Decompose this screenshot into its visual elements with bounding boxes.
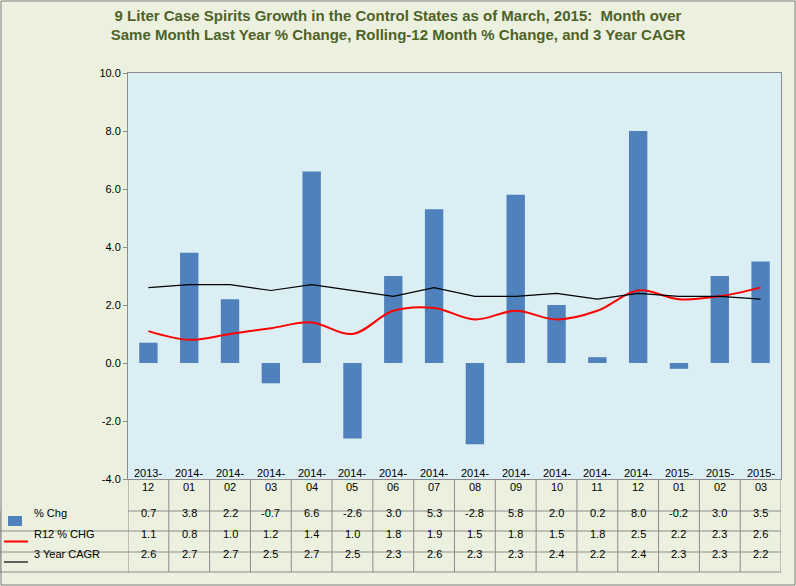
svg-text:% Chg: % Chg [34, 507, 67, 519]
svg-text:2.3: 2.3 [712, 548, 727, 560]
svg-text:2.0: 2.0 [106, 299, 121, 311]
svg-text:2.2: 2.2 [223, 507, 238, 519]
svg-text:2.6: 2.6 [141, 548, 156, 560]
svg-text:1.5: 1.5 [549, 528, 564, 540]
svg-text:R12 % CHG: R12 % CHG [34, 528, 95, 540]
svg-text:3.8: 3.8 [182, 507, 197, 519]
svg-text:0.8: 0.8 [182, 528, 197, 540]
svg-text:1.4: 1.4 [304, 528, 319, 540]
svg-text:2014-05: 2014-05 [338, 467, 366, 493]
svg-text:2.2: 2.2 [590, 548, 605, 560]
svg-text:2015-03: 2015-03 [747, 467, 775, 493]
svg-text:1.0: 1.0 [223, 528, 238, 540]
svg-text:2014-01: 2014-01 [175, 467, 203, 493]
svg-text:2.5: 2.5 [631, 528, 646, 540]
svg-text:3 Year CAGR: 3 Year CAGR [34, 548, 100, 560]
svg-text:4.0: 4.0 [106, 241, 121, 253]
svg-text:2.4: 2.4 [549, 548, 564, 560]
svg-text:2.4: 2.4 [631, 548, 646, 560]
svg-text:1.8: 1.8 [508, 528, 523, 540]
svg-text:-0.2: -0.2 [669, 507, 688, 519]
svg-text:2.3: 2.3 [508, 548, 523, 560]
svg-text:-4.0: -4.0 [102, 473, 121, 485]
svg-text:-2.6: -2.6 [343, 507, 362, 519]
svg-text:2.7: 2.7 [304, 548, 319, 560]
svg-text:2014-09: 2014-09 [502, 467, 530, 493]
svg-text:2014-07: 2014-07 [420, 467, 448, 493]
svg-text:1.0: 1.0 [345, 528, 360, 540]
svg-text:5.3: 5.3 [427, 507, 442, 519]
svg-text:2.5: 2.5 [263, 548, 278, 560]
svg-text:2014-12: 2014-12 [624, 467, 652, 493]
svg-text:-0.7: -0.7 [261, 507, 280, 519]
svg-text:1.8: 1.8 [590, 528, 605, 540]
svg-text:0.0: 0.0 [106, 357, 121, 369]
svg-text:5.8: 5.8 [508, 507, 523, 519]
svg-text:2014-02: 2014-02 [216, 467, 244, 493]
svg-text:3.5: 3.5 [753, 507, 768, 519]
svg-text:0.7: 0.7 [141, 507, 156, 519]
svg-text:1.5: 1.5 [467, 528, 482, 540]
svg-text:1.2: 1.2 [263, 528, 278, 540]
svg-text:1.8: 1.8 [386, 528, 401, 540]
svg-text:2.5: 2.5 [345, 548, 360, 560]
svg-text:2.6: 2.6 [427, 548, 442, 560]
svg-text:1.9: 1.9 [427, 528, 442, 540]
svg-text:-2.8: -2.8 [465, 507, 484, 519]
svg-text:2014-06: 2014-06 [379, 467, 407, 493]
svg-text:-2.0: -2.0 [102, 415, 121, 427]
svg-text:2013-12: 2013-12 [134, 467, 162, 493]
svg-text:1.1: 1.1 [141, 528, 156, 540]
svg-text:2.3: 2.3 [386, 548, 401, 560]
svg-text:3.0: 3.0 [712, 507, 727, 519]
svg-text:3.0: 3.0 [386, 507, 401, 519]
svg-text:2.3: 2.3 [467, 548, 482, 560]
svg-text:6.0: 6.0 [106, 183, 121, 195]
svg-text:6.6: 6.6 [304, 507, 319, 519]
svg-text:2.2: 2.2 [753, 548, 768, 560]
svg-text:8.0: 8.0 [106, 125, 121, 137]
svg-text:9 Liter Case Spirits Growth in: 9 Liter Case Spirits Growth in the Contr… [111, 7, 686, 44]
svg-text:2014-08: 2014-08 [461, 467, 489, 493]
svg-text:2.7: 2.7 [182, 548, 197, 560]
svg-text:2015-01: 2015-01 [665, 467, 693, 493]
svg-text:2014-10: 2014-10 [543, 467, 571, 493]
svg-text:2.2: 2.2 [671, 528, 686, 540]
svg-text:8.0: 8.0 [631, 507, 646, 519]
svg-text:2.0: 2.0 [549, 507, 564, 519]
svg-text:2014-04: 2014-04 [298, 467, 326, 493]
svg-text:2.3: 2.3 [671, 548, 686, 560]
svg-text:10.0: 10.0 [99, 67, 120, 79]
svg-text:2014-11: 2014-11 [583, 467, 611, 493]
svg-text:2.6: 2.6 [753, 528, 768, 540]
svg-text:2015-02: 2015-02 [706, 467, 734, 493]
svg-text:2014-03: 2014-03 [257, 467, 285, 493]
svg-text:2.7: 2.7 [223, 548, 238, 560]
svg-text:2.3: 2.3 [712, 528, 727, 540]
svg-text:0.2: 0.2 [590, 507, 605, 519]
